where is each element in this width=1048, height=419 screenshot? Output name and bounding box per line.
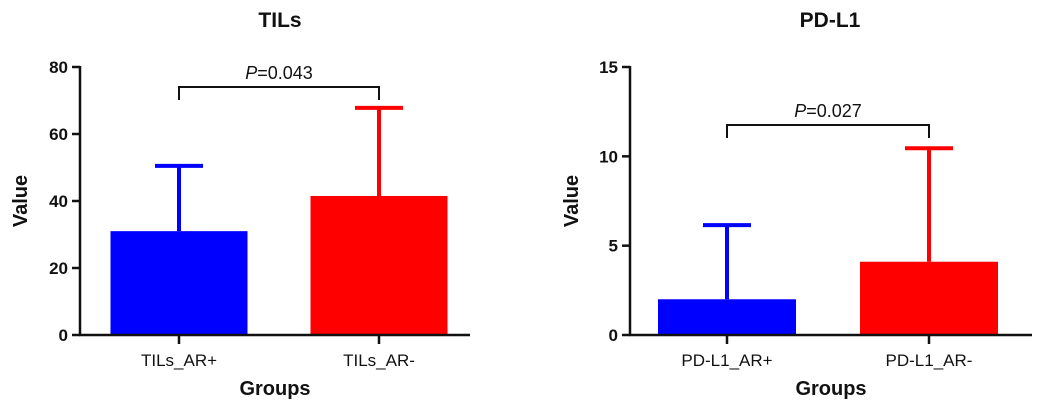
y-axis-label: Value	[10, 175, 32, 227]
bar	[860, 261, 998, 335]
bar	[658, 299, 796, 335]
y-tick-label: 10	[599, 147, 618, 166]
x-axis-label: Groups	[239, 378, 310, 400]
p-value: =0.043	[257, 63, 313, 83]
bar	[310, 195, 448, 335]
chart-title: TILs	[258, 9, 301, 32]
y-tick-label: 0	[59, 326, 68, 345]
chart-title: PD-L1	[800, 9, 861, 32]
x-tick-label: PD-L1_AR-	[886, 351, 973, 370]
chart-1: PD-L1 PD-L1_AR+ PD-L1_AR- 0 5 10 15 Groups Value…	[561, 9, 1032, 400]
y-tick-label: 40	[49, 192, 68, 211]
x-tick-label: TILs_AR-	[343, 351, 415, 370]
y-tick-label: 0	[609, 326, 618, 345]
y-tick-label: 60	[49, 125, 68, 144]
significance-bracket	[178, 86, 380, 100]
y-tick-label: 5	[609, 237, 618, 256]
p-label: P	[794, 101, 806, 121]
y-axis-label: Value	[561, 175, 583, 227]
p-value-annotation: P=0.027	[794, 101, 862, 121]
significance-bracket	[726, 124, 930, 138]
p-value: =0.027	[806, 101, 862, 121]
y-tick-label: 20	[49, 259, 68, 278]
x-tick-label: PD-L1_AR+	[681, 351, 772, 370]
x-axis-label: Groups	[795, 378, 866, 400]
p-label: P	[245, 63, 257, 83]
y-tick-label: 15	[599, 58, 618, 77]
chart-0: TILs TILs_AR+ TILs_AR- 0 20 40 60 80 Groups Value…	[10, 9, 470, 400]
p-value-annotation: P=0.043	[245, 63, 313, 83]
x-tick-label: TILs_AR+	[141, 351, 217, 370]
bar	[110, 231, 248, 335]
y-tick-label: 80	[49, 58, 68, 77]
